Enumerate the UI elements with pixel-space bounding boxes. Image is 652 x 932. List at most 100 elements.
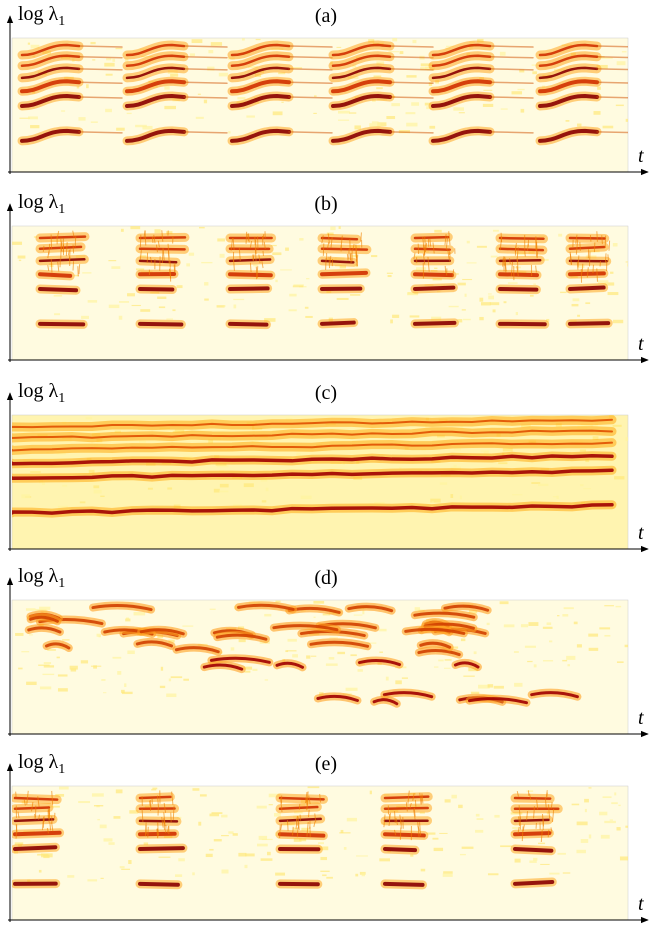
- noise: [121, 689, 125, 693]
- noise: [483, 89, 493, 91]
- harmonic: [383, 795, 430, 800]
- noise: [473, 651, 477, 655]
- noise: [14, 842, 24, 845]
- harmonic: [135, 640, 174, 648]
- noise: [39, 606, 51, 610]
- noise: [429, 125, 436, 129]
- harmonic: [320, 236, 359, 241]
- noise: [30, 125, 40, 129]
- harmonic: [431, 79, 492, 94]
- noise: [468, 610, 478, 614]
- noise: [374, 502, 385, 505]
- noise: [540, 258, 549, 261]
- noise: [118, 301, 130, 303]
- noise: [170, 73, 179, 77]
- noise: [280, 269, 292, 271]
- harmonic: [568, 321, 611, 326]
- noise: [183, 678, 189, 681]
- texture: [552, 808, 555, 822]
- harmonic: [331, 128, 392, 143]
- noise: [420, 868, 426, 872]
- texture: [48, 243, 51, 255]
- harmonic: [230, 79, 291, 94]
- noise: [221, 869, 229, 874]
- texture: [280, 823, 283, 831]
- texture: [292, 826, 294, 836]
- texture: [163, 812, 166, 827]
- noise: [512, 826, 519, 829]
- noise: [292, 285, 304, 288]
- noise: [612, 319, 624, 324]
- noise: [502, 447, 513, 452]
- texture: [383, 814, 386, 828]
- harmonic: [20, 79, 81, 94]
- harmonic: [278, 805, 319, 811]
- noise: [462, 278, 473, 281]
- noise: [343, 847, 347, 850]
- noise: [419, 811, 425, 814]
- noise: [245, 853, 255, 857]
- harmonic: [596, 68, 628, 71]
- noise: [612, 242, 618, 247]
- harmonic: [29, 615, 59, 623]
- noise: [57, 688, 68, 692]
- harmonic: [236, 603, 295, 611]
- texture: [586, 267, 589, 278]
- texture: [305, 798, 308, 806]
- noise: [219, 490, 229, 493]
- texture: [161, 230, 164, 242]
- noise: [147, 487, 153, 490]
- noise: [609, 819, 613, 821]
- noise: [487, 873, 499, 876]
- noise: [439, 482, 448, 485]
- noise: [386, 116, 396, 120]
- noise: [126, 112, 132, 115]
- noise: [431, 316, 442, 321]
- texture: [521, 826, 524, 842]
- noise: [599, 811, 608, 816]
- noise: [268, 804, 273, 806]
- y-axis-label: log λ1: [18, 191, 65, 217]
- texture: [516, 791, 519, 797]
- texture: [592, 264, 594, 274]
- noise: [195, 116, 204, 119]
- noise: [139, 255, 147, 258]
- noise: [127, 293, 135, 297]
- noise: [158, 856, 171, 858]
- harmonic: [331, 79, 392, 94]
- noise: [455, 273, 459, 275]
- harmonic: [288, 45, 333, 48]
- noise: [252, 668, 258, 671]
- harmonic: [389, 96, 434, 99]
- noise: [120, 228, 124, 232]
- harmonic: [513, 879, 555, 886]
- noise: [351, 254, 358, 258]
- texture: [499, 236, 503, 251]
- noise: [154, 229, 161, 234]
- noise: [480, 450, 489, 452]
- noise: [390, 319, 393, 324]
- harmonic: [13, 845, 58, 851]
- texture: [550, 801, 553, 809]
- noise: [126, 617, 129, 620]
- noise: [99, 824, 107, 829]
- noise: [499, 601, 509, 605]
- texture: [255, 266, 258, 279]
- harmonic: [288, 131, 333, 134]
- harmonic: [215, 633, 268, 641]
- y-axis-label: log λ1: [18, 751, 65, 777]
- harmonic: [38, 321, 86, 327]
- noise: [326, 876, 333, 879]
- harmonic: [331, 43, 392, 57]
- noise: [531, 482, 541, 484]
- harmonic: [209, 656, 271, 664]
- noise: [92, 59, 96, 61]
- noise: [93, 665, 98, 669]
- noise: [448, 305, 459, 308]
- noise: [320, 856, 328, 861]
- noise: [329, 637, 338, 639]
- noise: [243, 483, 254, 488]
- noise: [463, 318, 471, 321]
- noise: [166, 231, 173, 235]
- noise: [228, 831, 234, 834]
